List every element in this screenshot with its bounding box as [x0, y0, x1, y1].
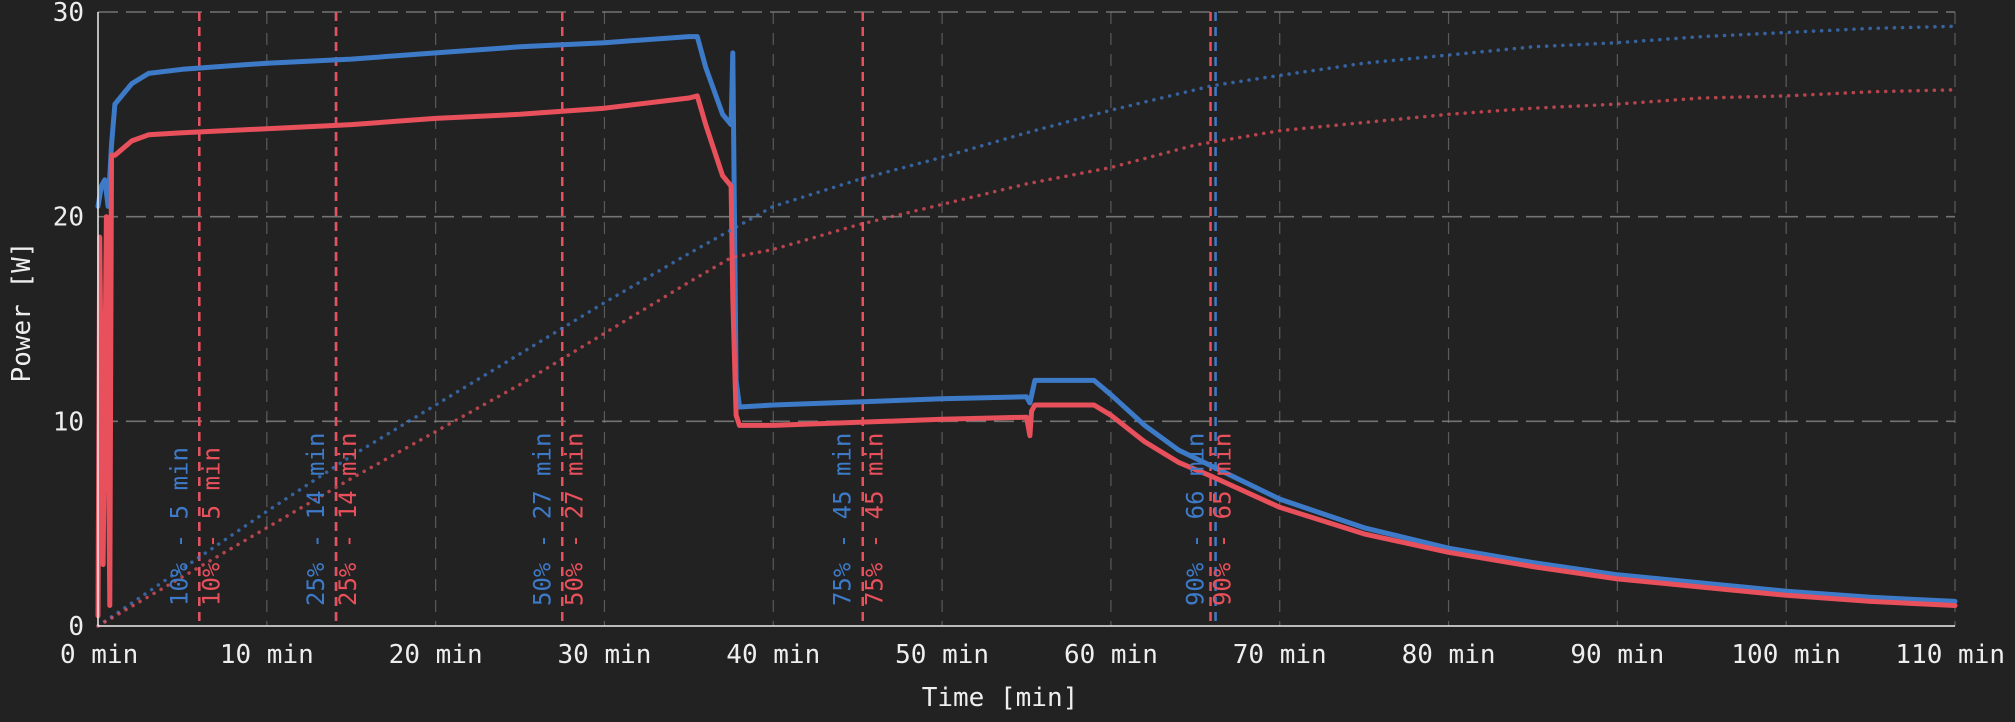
x-axis-label: Time [min] — [922, 683, 1079, 713]
x-tick-label: 90 min — [1570, 640, 1664, 670]
marker-label: 10% - 5 min — [165, 447, 193, 606]
x-tick-label: 0 min — [60, 640, 138, 670]
marker-label: 50% - 27 min — [528, 433, 556, 606]
x-tick-label: 50 min — [895, 640, 989, 670]
series-lines — [95, 24, 1958, 628]
y-tick-label: 10 — [53, 407, 84, 437]
series-line-red-solid — [95, 93, 1958, 619]
x-tick-label: 10 min — [220, 640, 314, 670]
y-tick-label: 30 — [53, 0, 84, 28]
x-tick-label: 20 min — [389, 640, 483, 670]
y-axis-label: Power [W] — [7, 242, 37, 383]
marker-label: 75% - 45 min — [861, 433, 889, 606]
marker-label: 25% - 14 min — [334, 433, 362, 606]
marker-labels: 10% - 5 min 10% - 5 min 25% - 14 min 25% - … — [165, 433, 1236, 606]
marker-label: 90% - 66 min — [1182, 433, 1210, 606]
x-tick-label: 60 min — [1064, 640, 1158, 670]
marker-label: 90% - 65 min — [1209, 433, 1237, 606]
x-tick-label: 80 min — [1402, 640, 1496, 670]
x-tick-label: 40 min — [726, 640, 820, 670]
x-tick-label: 110 min — [1895, 640, 2005, 670]
marker-lines — [198, 12, 1217, 626]
marker-label: 50% - 27 min — [560, 433, 588, 606]
marker-label: 10% - 5 min — [197, 447, 225, 606]
marker-label: 75% - 45 min — [829, 433, 857, 606]
x-tick-label: 70 min — [1233, 640, 1327, 670]
series-line-red-dotted — [96, 88, 1957, 628]
x-tick-label: 100 min — [1731, 640, 1841, 670]
y-tick-label: 0 — [68, 612, 84, 642]
y-tick-label: 20 — [53, 203, 84, 233]
x-tick-label: 30 min — [557, 640, 651, 670]
axes — [97, 12, 1955, 627]
tick-labels: 0 min 10 min 20 min 30 min 40 min 50 min 60 mi… — [53, 0, 2005, 670]
marker-label: 25% - 14 min — [302, 433, 330, 606]
